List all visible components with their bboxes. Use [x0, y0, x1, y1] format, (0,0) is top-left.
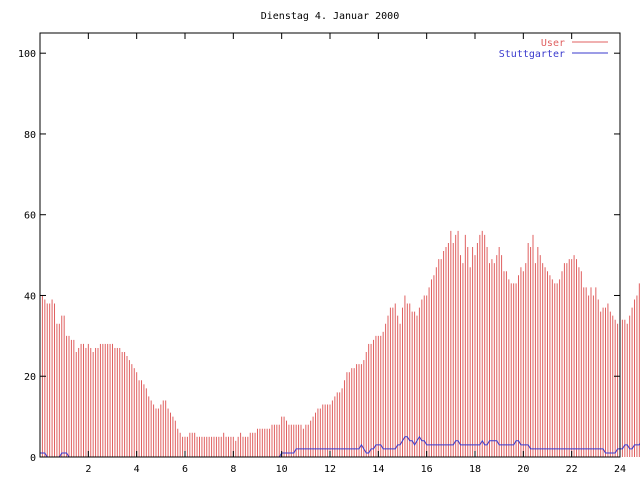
y-tick-label: 20 [24, 372, 36, 383]
x-tick-label: 20 [517, 464, 529, 475]
x-tick-label: 22 [566, 464, 578, 475]
user-series [39, 230, 640, 457]
x-tick-label: 2 [85, 464, 91, 475]
x-tick-label: 16 [421, 464, 433, 475]
legend: User Stuttgarter [499, 38, 608, 60]
legend-stuttgarter-label: Stuttgarter [499, 49, 565, 60]
x-tick-label: 6 [182, 464, 188, 475]
x-tick-label: 14 [372, 464, 384, 475]
x-tick-label: 8 [230, 464, 236, 475]
x-tick-label: 12 [324, 464, 336, 475]
y-tick-label: 40 [24, 291, 36, 302]
y-tick-label: 80 [24, 130, 36, 141]
x-tick-label: 24 [614, 464, 626, 475]
y-tick-label: 0 [30, 453, 36, 464]
legend-user-label: User [541, 38, 565, 49]
y-tick-label: 100 [18, 49, 36, 60]
x-tick-label: 10 [276, 464, 288, 475]
x-tick-label: 4 [134, 464, 140, 475]
y-tick-label: 60 [24, 211, 36, 222]
x-tick-label: 18 [469, 464, 481, 475]
chart-title: Dienstag 4. Januar 2000 [261, 11, 399, 22]
